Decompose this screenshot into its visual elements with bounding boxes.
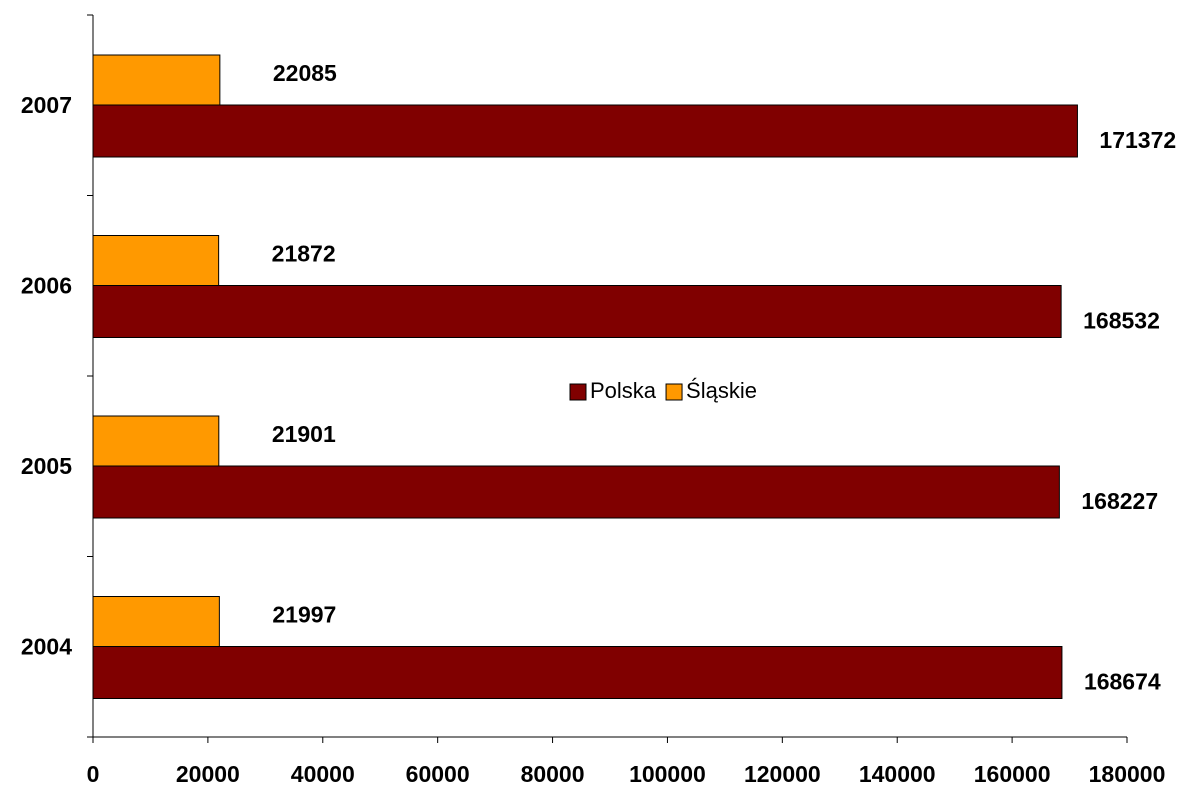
legend-swatch (569, 383, 587, 401)
x-tick-label: 100000 (629, 761, 706, 787)
bar (92, 54, 221, 106)
bar (92, 596, 220, 647)
x-tick-label: 40000 (291, 761, 355, 787)
y-tick-label: 2007 (21, 92, 72, 118)
legend-label: Śląskie (686, 378, 757, 403)
value-label: 168674 (1084, 669, 1161, 695)
bar (92, 465, 1060, 519)
legend-swatch (665, 383, 683, 401)
x-tick-label: 60000 (406, 761, 470, 787)
x-tick-label: 0 (87, 761, 100, 787)
x-tick-label: 20000 (176, 761, 240, 787)
y-tick-label: 2005 (21, 453, 72, 479)
value-label: 21901 (272, 421, 336, 447)
bar (92, 646, 1063, 699)
x-tick-label: 80000 (521, 761, 585, 787)
bar (92, 235, 220, 286)
value-label: 21997 (272, 602, 336, 628)
y-tick-label: 2006 (21, 273, 72, 299)
value-label: 168227 (1081, 488, 1158, 514)
x-tick-label: 140000 (859, 761, 936, 787)
x-tick-label: 120000 (744, 761, 821, 787)
bar (92, 104, 1078, 158)
value-label: 171372 (1099, 127, 1176, 153)
x-tick-label: 160000 (974, 761, 1051, 787)
value-label: 168532 (1083, 308, 1160, 334)
bar (92, 285, 1062, 338)
legend-label: Polska (590, 378, 657, 403)
bar (92, 415, 220, 467)
y-tick-label: 2004 (21, 634, 72, 660)
x-tick-label: 180000 (1089, 761, 1166, 787)
value-label: 22085 (273, 60, 337, 86)
value-label: 21872 (272, 241, 336, 267)
